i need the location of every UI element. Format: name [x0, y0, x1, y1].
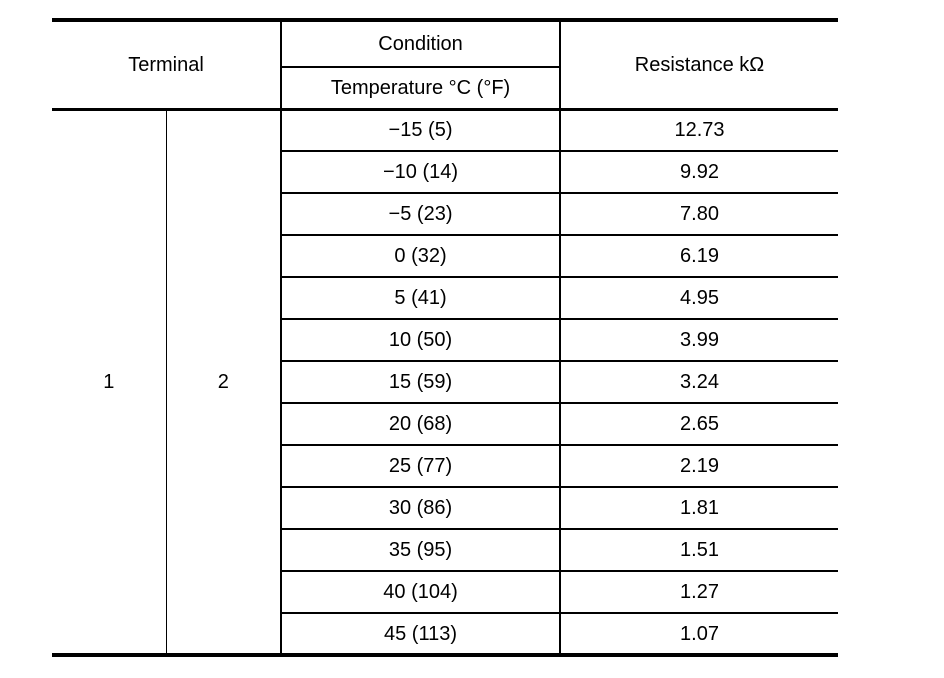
table-row: −10 (14) 9.92 — [52, 151, 839, 194]
header-row-2: Temperature °C (°F) — [52, 67, 838, 111]
table-row: 1 2 −15 (5) 12.73 — [52, 109, 839, 655]
temperature-cell: 25 (77) — [281, 445, 562, 488]
table-row: 45 (113) 1.07 — [52, 613, 839, 656]
table-body: 1 2 −15 (5) 12.73 −10 (14) 9.92 −5 (23) 7.80 0 (… — [52, 109, 839, 656]
temperature-cell: 45 (113) — [281, 613, 562, 656]
table-row: 0 (32) 6.19 — [52, 235, 839, 278]
resistance-cell: 1.07 — [560, 613, 839, 656]
temperature-cell: 20 (68) — [281, 403, 562, 446]
table-row: 10 (50) 3.99 — [52, 319, 839, 362]
temperature-cell: 0 (32) — [281, 235, 562, 278]
temperature-cell: 15 (59) — [281, 361, 562, 404]
resistance-column-header: Resistance kΩ — [560, 20, 839, 111]
resistance-cell: 3.24 — [560, 361, 839, 404]
temperature-cell: −15 (5) — [281, 109, 562, 152]
resistance-cell: 2.65 — [560, 403, 839, 446]
resistance-cell: 2.19 — [560, 445, 839, 488]
table-row: 15 (59) 3.24 — [52, 361, 839, 404]
table-row: 35 (95) 1.51 — [52, 529, 839, 572]
terminal-column-header: Terminal — [52, 20, 283, 111]
header-row-1: Terminal Condition Resistance kΩ — [52, 20, 839, 111]
resistance-cell: 6.19 — [560, 235, 839, 278]
table-row: 40 (104) 1.27 — [52, 571, 839, 614]
temperature-cell: 5 (41) — [281, 277, 562, 320]
resistance-cell: 12.73 — [560, 109, 839, 152]
terminal-1-cell: 1 — [52, 109, 167, 655]
resistance-cell: 3.99 — [560, 319, 839, 362]
temperature-column-header: Temperature °C (°F) — [281, 67, 562, 111]
resistance-cell: 9.92 — [560, 151, 839, 194]
temperature-cell: 30 (86) — [281, 487, 562, 530]
resistance-cell: 7.80 — [560, 193, 839, 236]
resistance-cell: 1.51 — [560, 529, 839, 572]
resistance-cell: 1.81 — [560, 487, 839, 530]
resistance-cell: 1.27 — [560, 571, 839, 614]
resistance-cell: 4.95 — [560, 277, 839, 320]
table-row: −5 (23) 7.80 — [52, 193, 839, 236]
temperature-cell: −5 (23) — [281, 193, 562, 236]
table-row: 25 (77) 2.19 — [52, 445, 839, 488]
condition-column-header: Condition — [281, 20, 562, 68]
temperature-cell: 35 (95) — [281, 529, 562, 572]
resistance-spec-table: Terminal Condition Resistance kΩ Tempera… — [52, 18, 839, 657]
terminal-2-cell: 2 — [166, 109, 283, 655]
temperature-cell: 40 (104) — [281, 571, 562, 614]
table-row: 20 (68) 2.65 — [52, 403, 839, 446]
temperature-cell: 10 (50) — [281, 319, 562, 362]
table-row: 5 (41) 4.95 — [52, 277, 839, 320]
temperature-cell: −10 (14) — [281, 151, 562, 194]
table-header: Terminal Condition Resistance kΩ Tempera… — [52, 20, 839, 111]
table-row: 30 (86) 1.81 — [52, 487, 839, 530]
